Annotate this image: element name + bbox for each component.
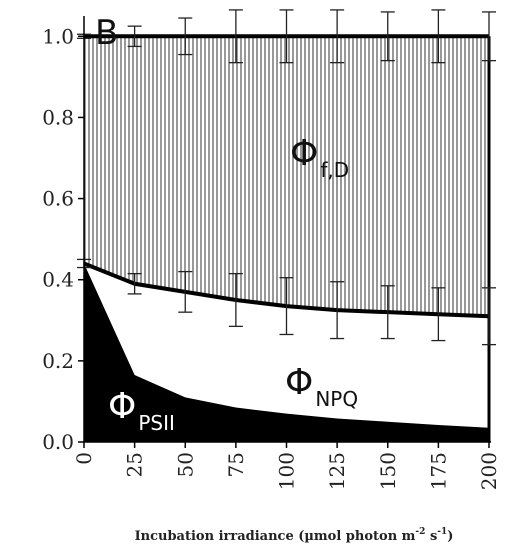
x-axis-label-exp2: -1 xyxy=(437,527,447,537)
x-tick-label: 50 xyxy=(173,452,197,477)
x-tick-label: 25 xyxy=(123,452,147,477)
label-phi-npq: Φ NPQ xyxy=(285,362,358,411)
x-axis-label-exp1: -2 xyxy=(415,527,425,537)
label-phi-npq-main: Φ xyxy=(285,362,313,403)
panel-label: B xyxy=(95,13,118,53)
y-tick-label: 1.0 xyxy=(42,24,74,48)
x-tick-label: 75 xyxy=(224,452,248,477)
y-tick-label: 0.6 xyxy=(42,187,74,211)
y-tick-label: 0.0 xyxy=(42,430,74,454)
x-axis-label-mid: s xyxy=(425,529,437,544)
area-phi-psii xyxy=(84,263,489,442)
label-phi-fd-main: Φ xyxy=(290,133,318,174)
axes xyxy=(78,16,491,448)
y-tick-label: 0.4 xyxy=(42,268,74,292)
x-axis-label-main: Incubation irradiance (µmol photon m xyxy=(135,529,416,544)
x-tick-label: 0 xyxy=(72,452,96,465)
label-phi-npq-sub: NPQ xyxy=(315,387,358,411)
x-tick-label: 150 xyxy=(376,452,400,490)
x-tick-labels: 0 25 50 75 100 125 150 175 200 xyxy=(72,452,501,490)
area-phi-fd xyxy=(84,36,489,317)
x-tick-label: 125 xyxy=(325,452,349,490)
x-tick-label: 100 xyxy=(275,452,299,490)
y-tick-label: 0.8 xyxy=(42,105,74,129)
y-tick-label: 0.2 xyxy=(42,349,74,373)
y-tick-labels: 0.0 0.2 0.4 0.6 0.8 1.0 xyxy=(42,24,74,454)
label-phi-fd-sub: f,D xyxy=(320,158,349,182)
x-axis-label-end: ) xyxy=(447,529,453,544)
error-bars xyxy=(77,9,496,346)
label-phi-psii: Φ PSII xyxy=(108,386,175,435)
x-tick-label: 175 xyxy=(426,452,450,490)
x-tick-label: 200 xyxy=(477,452,501,490)
label-phi-psii-main: Φ xyxy=(108,386,136,427)
label-phi-psii-sub: PSII xyxy=(138,411,175,435)
x-axis-label: Incubation irradiance (µmol photon m-2 s… xyxy=(135,527,454,544)
